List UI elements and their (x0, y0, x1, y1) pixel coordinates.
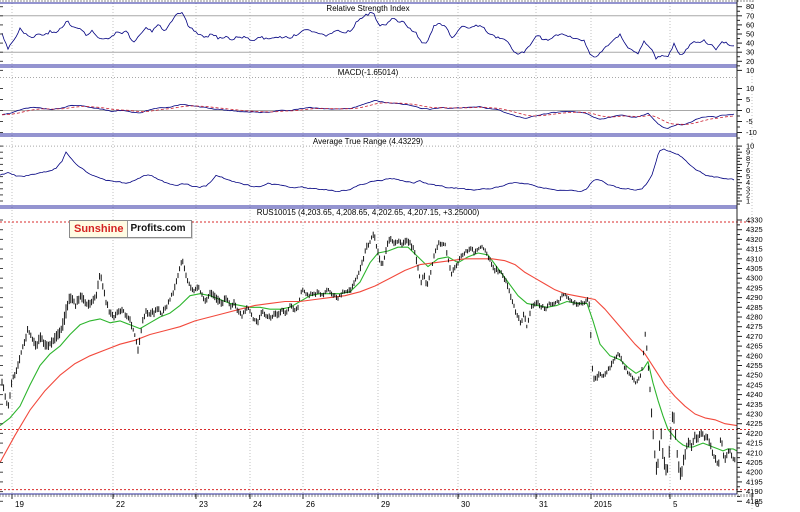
y-tick-label: 4235 (746, 400, 763, 409)
x-tick-label: 24 (253, 500, 262, 509)
y-tick-label: 50 (746, 30, 754, 39)
y-tick-label: 10 (746, 142, 754, 151)
y-tick-label: 8 (746, 154, 750, 163)
ma-fast-line (0, 246, 737, 452)
y-tick-label: 80 (746, 2, 754, 11)
x-tick-label: 23 (199, 500, 208, 509)
x-tick-label: 19 (15, 500, 24, 509)
y-tick-label: 4200 (746, 468, 763, 477)
y-tick-label: 4240 (746, 390, 763, 399)
y-tick-label: 4280 (746, 313, 763, 322)
ma-slow-line (0, 258, 737, 463)
y-tick-label: 4290 (746, 293, 763, 302)
logo-sunshine-text: Sunshine (70, 221, 128, 237)
macd-series (1, 99, 735, 129)
macd-panel-title: MACD(-1.65014) (337, 68, 399, 77)
atr-panel-title: Average True Range (4.43229) (312, 137, 424, 146)
y-tick-label: 4295 (746, 283, 763, 292)
y-tick-label: 4250 (746, 371, 763, 380)
y-tick-label: 4260 (746, 351, 763, 360)
y-tick-label: 5 (746, 95, 750, 104)
rsi-series (1, 11, 735, 60)
x-tick-label: 2015 (594, 500, 612, 509)
y-tick-label: 4225 (746, 419, 763, 428)
y-tick-label: 4195 (746, 477, 763, 486)
x-tick-label: 6 (755, 500, 760, 509)
y-tick-label: -5 (746, 117, 753, 126)
y-tick-label: 9 (746, 148, 750, 157)
x-tick-label: 26 (306, 500, 315, 509)
y-tick-label: 4285 (746, 303, 763, 312)
y-tick-label: 4310 (746, 254, 763, 263)
y-tick-label: 4275 (746, 322, 763, 331)
y-tick-label: 4325 (746, 225, 763, 234)
x-tick-label: 29 (381, 500, 390, 509)
y-tick-label: 2 (746, 190, 750, 199)
candlesticks (1, 231, 736, 480)
y-tick-label: 4255 (746, 361, 763, 370)
y-tick-label: 0 (746, 106, 750, 115)
y-tick-label: 4220 (746, 429, 763, 438)
y-tick-label: 10 (746, 84, 754, 93)
y-tick-label: 10 (746, 66, 754, 75)
y-tick-label: 20 (746, 57, 754, 66)
y-tick-label: 4230 (746, 410, 763, 419)
x-tick-label: 22 (116, 500, 125, 509)
logo-profits-text: Profits.com (127, 221, 191, 237)
y-tick-label: 4190 (746, 487, 763, 496)
x-tick-label: 30 (461, 500, 470, 509)
y-tick-label: 4 (746, 178, 750, 187)
y-tick-label: 3 (746, 184, 750, 193)
y-tick-label: 4300 (746, 274, 763, 283)
y-tick-label: 4205 (746, 458, 763, 467)
x-tick-label: 5 (673, 500, 678, 509)
y-tick-label: 4330 (746, 216, 763, 225)
y-tick-label: 4270 (746, 332, 763, 341)
y-tick-label: 5 (746, 172, 750, 181)
y-tick-label: 70 (746, 11, 754, 20)
y-tick-label: 4185 (746, 497, 763, 506)
rsi-panel-title: Relative Strength Index (326, 4, 410, 13)
y-tick-label: 40 (746, 39, 754, 48)
y-tick-label: 4305 (746, 264, 763, 273)
y-tick-label: 30 (746, 48, 754, 57)
y-tick-label: 4315 (746, 245, 763, 254)
y-tick-label: 4215 (746, 439, 763, 448)
y-tick-label: 7 (746, 160, 750, 169)
y-tick-label: 1 (746, 197, 750, 206)
price-series (0, 231, 737, 480)
sunshineprofits-logo[interactable]: Sunshine Profits.com (69, 220, 192, 238)
atr-series (0, 148, 735, 193)
y-tick-label: 4245 (746, 380, 763, 389)
y-tick-label: 60 (746, 20, 754, 29)
price-panel-title: RUS10015 (4,203.65, 4,208.65, 4,202.65, … (256, 208, 480, 217)
x-tick-label: 31 (539, 500, 548, 509)
y-tick-label: 4320 (746, 235, 763, 244)
y-tick-label: 6 (746, 166, 750, 175)
y-tick-label: 4265 (746, 342, 763, 351)
y-tick-label: 4210 (746, 448, 763, 457)
y-tick-label: -10 (746, 128, 757, 137)
